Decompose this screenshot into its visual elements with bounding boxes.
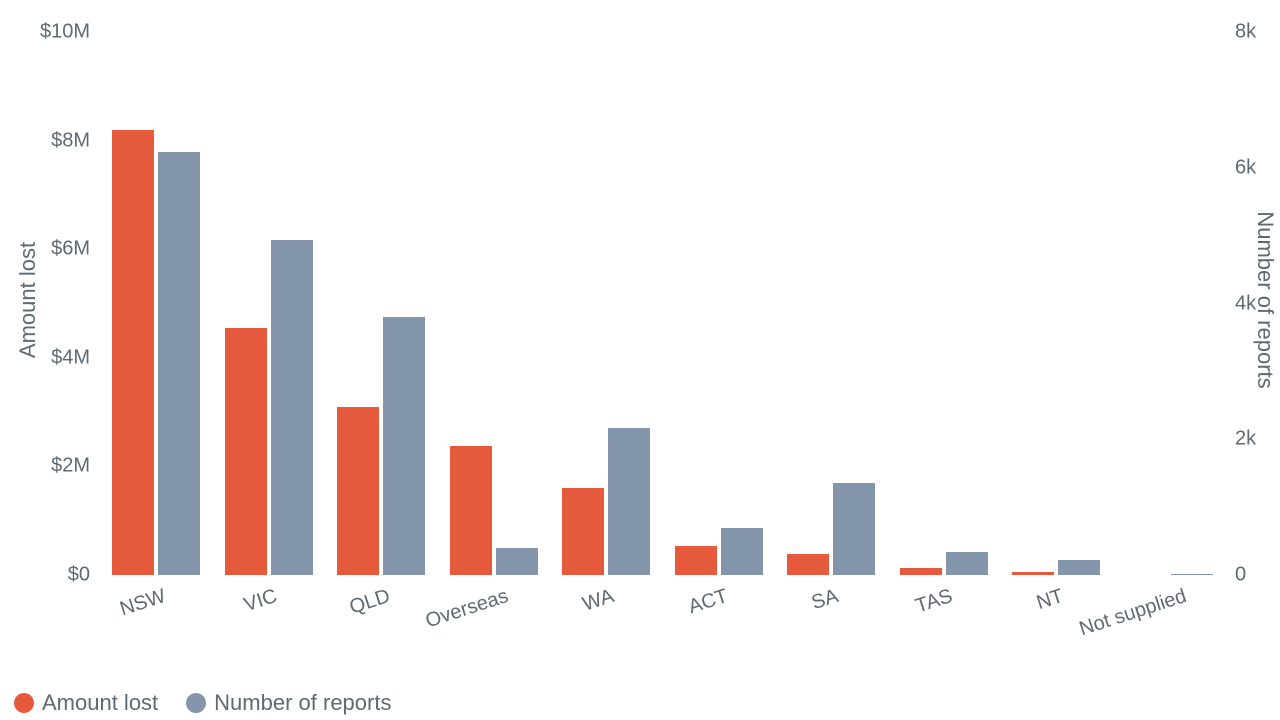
legend-item[interactable]: Number of reports [186, 690, 391, 716]
bar-num_reports[interactable] [271, 240, 313, 575]
legend-swatch [186, 693, 206, 713]
bar-amount_lost[interactable] [787, 554, 829, 575]
bar-num_reports[interactable] [383, 317, 425, 575]
category-group [1125, 32, 1213, 575]
y-left-axis-title: Amount lost [15, 242, 41, 358]
legend-label: Amount lost [42, 690, 158, 716]
category-group [450, 32, 538, 575]
baseline [100, 574, 1225, 575]
category-group [112, 32, 200, 575]
bar-num_reports[interactable] [608, 428, 650, 575]
x-tick-label: ACT [686, 585, 731, 619]
bar-amount_lost[interactable] [450, 446, 492, 575]
x-tick-label: QLD [347, 585, 393, 620]
bar-num_reports[interactable] [496, 548, 538, 575]
x-tick-label: Overseas [423, 585, 512, 633]
bar-num_reports[interactable] [721, 528, 763, 576]
chart-container: Amount lost Number of reports $0$2M$4M$6… [0, 0, 1280, 720]
category-group [900, 32, 988, 575]
legend: Amount lost Number of reports [14, 690, 391, 716]
y-right-tick-label: 0 [1235, 564, 1246, 587]
category-group [562, 32, 650, 575]
category-group [1012, 32, 1100, 575]
bar-amount_lost[interactable] [112, 130, 154, 575]
y-right-tick-label: 8k [1235, 21, 1256, 44]
y-left-tick-label: $8M [51, 129, 90, 152]
x-tick-label: SA [809, 585, 841, 615]
y-right-tick-label: 6k [1235, 156, 1256, 179]
bar-num_reports[interactable] [1058, 560, 1100, 575]
bar-amount_lost[interactable] [675, 546, 717, 575]
y-right-tick-label: 2k [1235, 428, 1256, 451]
bar-num_reports[interactable] [946, 552, 988, 575]
bar-num_reports[interactable] [158, 152, 200, 575]
y-left-tick-label: $10M [40, 21, 90, 44]
x-tick-label: NSW [117, 585, 168, 621]
y-left-tick-label: $0 [68, 564, 90, 587]
bars-layer [100, 32, 1225, 575]
x-tick-label: TAS [913, 585, 956, 618]
category-group [675, 32, 763, 575]
y-left-tick-label: $4M [51, 346, 90, 369]
category-group [337, 32, 425, 575]
y-right-tick-label: 4k [1235, 292, 1256, 315]
y-left-tick-label: $2M [51, 455, 90, 478]
legend-item[interactable]: Amount lost [14, 690, 158, 716]
bar-amount_lost[interactable] [337, 407, 379, 575]
y-left-tick-label: $6M [51, 238, 90, 261]
category-group [225, 32, 313, 575]
x-tick-label: Not supplied [1076, 585, 1189, 641]
x-tick-label: NT [1034, 585, 1066, 615]
legend-swatch [14, 693, 34, 713]
x-tick-label: VIC [241, 585, 280, 617]
bar-amount_lost[interactable] [225, 328, 267, 575]
category-group [787, 32, 875, 575]
bar-num_reports[interactable] [833, 483, 875, 575]
legend-label: Number of reports [214, 690, 391, 716]
plot-area: $0$2M$4M$6M$8M$10M 02k4k6k8k [100, 32, 1225, 575]
bar-amount_lost[interactable] [562, 488, 604, 575]
x-tick-label: WA [580, 585, 617, 617]
